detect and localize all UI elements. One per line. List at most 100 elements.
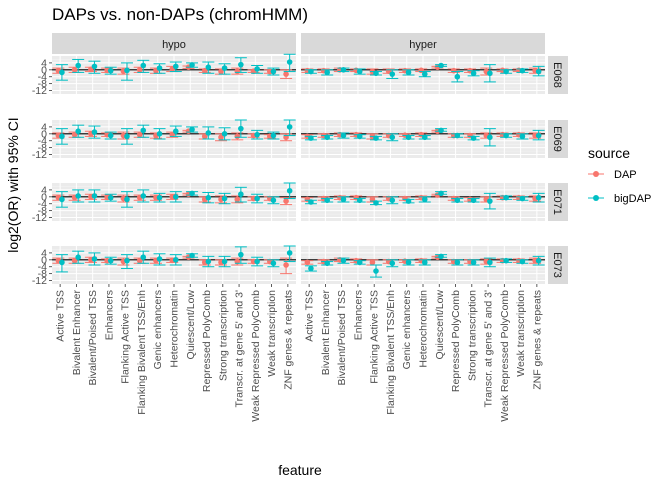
- point-dap: [218, 68, 224, 75]
- x-tick-label: Flanking Active TSS: [120, 290, 132, 384]
- point-bigdap: [205, 258, 212, 265]
- point-bigdap: [172, 194, 179, 200]
- point-bigdap: [156, 65, 163, 71]
- point-bigdap: [438, 190, 444, 197]
- point-bigdap: [470, 259, 477, 266]
- point-bigdap: [356, 68, 363, 75]
- point-bigdap: [270, 68, 277, 75]
- point-bigdap: [519, 133, 526, 140]
- point-bigdap: [470, 197, 477, 204]
- point-bigdap: [205, 194, 212, 201]
- panel-E069-hypo: [52, 119, 296, 158]
- x-tick-label: Weak Repressed PolyComb: [250, 290, 262, 422]
- point-bigdap: [373, 268, 379, 274]
- point-dap: [71, 257, 78, 264]
- point-bigdap: [254, 195, 260, 202]
- row-strip-E069: [548, 120, 568, 158]
- point-bigdap: [172, 257, 179, 263]
- point-dap: [71, 131, 78, 138]
- point-bigdap: [286, 187, 293, 194]
- x-tick-label: Transcr. at gene 5' and 3': [234, 290, 246, 407]
- x-tick-label: Genic enhancers: [152, 290, 164, 369]
- point-bigdap: [535, 194, 542, 201]
- point-bigdap: [373, 200, 379, 206]
- point-bigdap: [519, 67, 526, 74]
- point-bigdap: [91, 193, 98, 199]
- point-dap: [283, 198, 289, 204]
- x-tick-label: Bivalent/Poised TSS: [336, 290, 348, 386]
- point-bigdap: [189, 62, 195, 68]
- x-tick-label: Bivalent/Poised TSS: [87, 290, 99, 386]
- point-bigdap: [238, 251, 244, 258]
- point-bigdap: [503, 194, 509, 201]
- panel-E069-hyper: [301, 120, 545, 158]
- point-dap: [71, 67, 78, 73]
- column-strip-hypo: [52, 33, 296, 54]
- point-bigdap: [535, 68, 542, 75]
- point-bigdap: [107, 67, 114, 74]
- x-tick-label: Heterochromatin: [169, 290, 181, 368]
- point-bigdap: [405, 134, 412, 141]
- point-bigdap: [324, 69, 330, 76]
- point-bigdap: [140, 254, 147, 261]
- point-bigdap: [356, 259, 363, 266]
- point-bigdap: [421, 134, 428, 141]
- point-bigdap: [124, 133, 130, 140]
- point-bigdap: [340, 132, 347, 139]
- point-bigdap: [535, 132, 542, 139]
- point-dap: [450, 67, 457, 74]
- legend: source DAP bigDAP: [588, 145, 651, 205]
- point-bigdap: [107, 257, 114, 264]
- point-dap: [234, 68, 241, 74]
- panel-E071-hypo: [52, 182, 296, 221]
- point-bigdap: [140, 62, 147, 69]
- point-bigdap: [503, 68, 509, 75]
- point-bigdap: [221, 258, 228, 265]
- column-strip-label-hypo: hypo: [162, 39, 186, 51]
- point-bigdap: [438, 127, 444, 134]
- point-bigdap: [373, 70, 379, 77]
- x-tick-label: Quiescent/Low: [185, 290, 197, 360]
- row-strip-label-E071: E071: [551, 189, 563, 215]
- point-bigdap: [308, 68, 314, 75]
- point-bigdap: [405, 259, 412, 266]
- point-bigdap: [503, 132, 509, 139]
- x-tick-label: Enhancers: [103, 290, 115, 340]
- point-bigdap: [270, 197, 277, 204]
- point-bigdap: [324, 134, 330, 141]
- x-tick-label: Repressed PolyComb: [201, 290, 213, 392]
- point-bigdap: [156, 131, 163, 137]
- y-tick-label: -4: [38, 198, 47, 210]
- point-bigdap: [405, 198, 412, 204]
- panel-E068-hypo: [52, 53, 296, 94]
- panels: hypo hyperE06840-4-8-12E06940-4-8-12E0714…: [32, 33, 568, 287]
- point-bigdap: [59, 259, 65, 266]
- point-bigdap: [454, 73, 461, 80]
- x-tick-label: Transcr. at gene 5' and 3': [483, 290, 495, 407]
- point-bigdap: [254, 258, 260, 265]
- point-bigdap: [270, 132, 277, 139]
- point-bigdap: [205, 64, 212, 71]
- point-dap: [283, 262, 289, 268]
- x-tick-label: Repressed PolyComb: [450, 290, 462, 392]
- point-bigdap: [356, 197, 363, 204]
- row-strip-label-E073: E073: [551, 252, 563, 278]
- x-tick-labels: Active TSS Bivalent Enhancer Bivalent/Pois…: [55, 284, 543, 422]
- point-dap: [369, 259, 376, 266]
- point-bigdap: [340, 196, 347, 203]
- point-dap: [201, 67, 208, 74]
- point-bigdap: [421, 71, 428, 77]
- point-dap: [234, 133, 241, 140]
- point-bigdap: [238, 191, 244, 198]
- point-bigdap: [254, 66, 260, 72]
- row-strip-E071: [548, 183, 568, 221]
- chart-title: DAPs vs. non-DAPs (chromHMM): [52, 5, 308, 24]
- point-dap: [136, 131, 143, 138]
- legend-key-dap: [593, 171, 599, 177]
- x-tick-label: Bivalent Enhancer: [71, 290, 83, 376]
- y-tick-label: 4: [41, 121, 47, 133]
- point-bigdap: [75, 254, 81, 261]
- point-bigdap: [503, 257, 509, 264]
- point-bigdap: [308, 135, 314, 141]
- point-bigdap: [156, 194, 163, 201]
